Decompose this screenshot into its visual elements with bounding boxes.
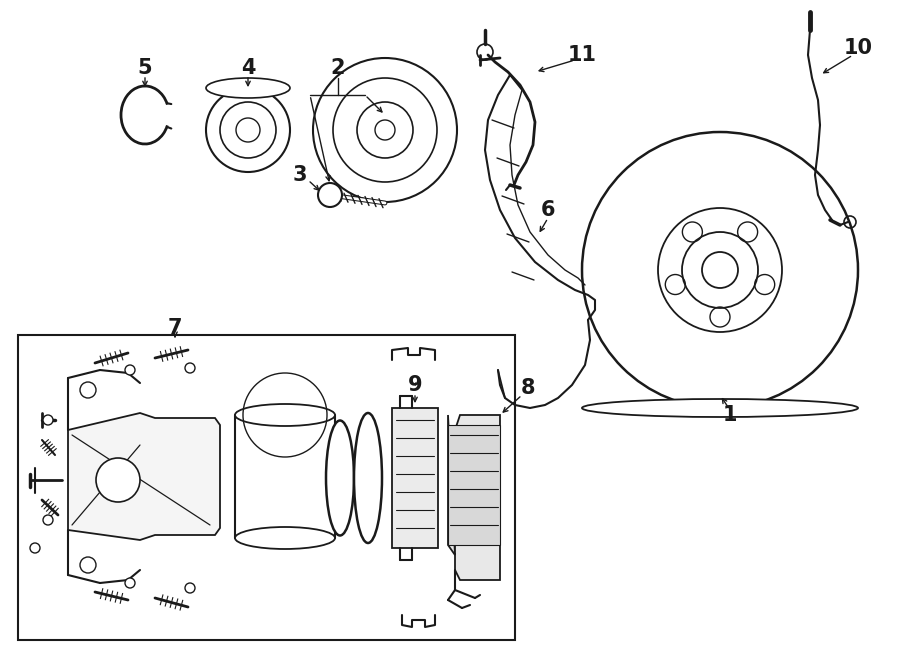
Polygon shape [448, 415, 500, 580]
Circle shape [185, 363, 195, 373]
Text: 11: 11 [568, 45, 597, 65]
Ellipse shape [206, 78, 290, 98]
Ellipse shape [354, 413, 382, 543]
Ellipse shape [235, 527, 335, 549]
Circle shape [318, 183, 342, 207]
Text: 10: 10 [843, 38, 872, 58]
Circle shape [43, 415, 53, 425]
Polygon shape [448, 425, 500, 545]
Circle shape [43, 515, 53, 525]
Ellipse shape [235, 404, 335, 426]
Text: 4: 4 [241, 58, 256, 78]
Polygon shape [68, 413, 220, 540]
Ellipse shape [326, 420, 354, 535]
Text: 3: 3 [292, 165, 307, 185]
Text: 1: 1 [723, 405, 737, 425]
Circle shape [30, 543, 40, 553]
Text: 6: 6 [541, 200, 555, 220]
Circle shape [375, 120, 395, 140]
Circle shape [125, 578, 135, 588]
Text: 5: 5 [138, 58, 152, 78]
Bar [18, 335, 515, 640]
Text: 8: 8 [521, 378, 535, 398]
Polygon shape [392, 408, 438, 548]
Circle shape [80, 557, 96, 573]
Circle shape [80, 382, 96, 398]
Ellipse shape [582, 399, 858, 417]
Text: 9: 9 [408, 375, 422, 395]
Circle shape [185, 583, 195, 593]
Circle shape [96, 458, 140, 502]
Text: 7: 7 [167, 318, 182, 338]
Circle shape [125, 365, 135, 375]
Text: 2: 2 [331, 58, 346, 78]
Circle shape [702, 252, 738, 288]
